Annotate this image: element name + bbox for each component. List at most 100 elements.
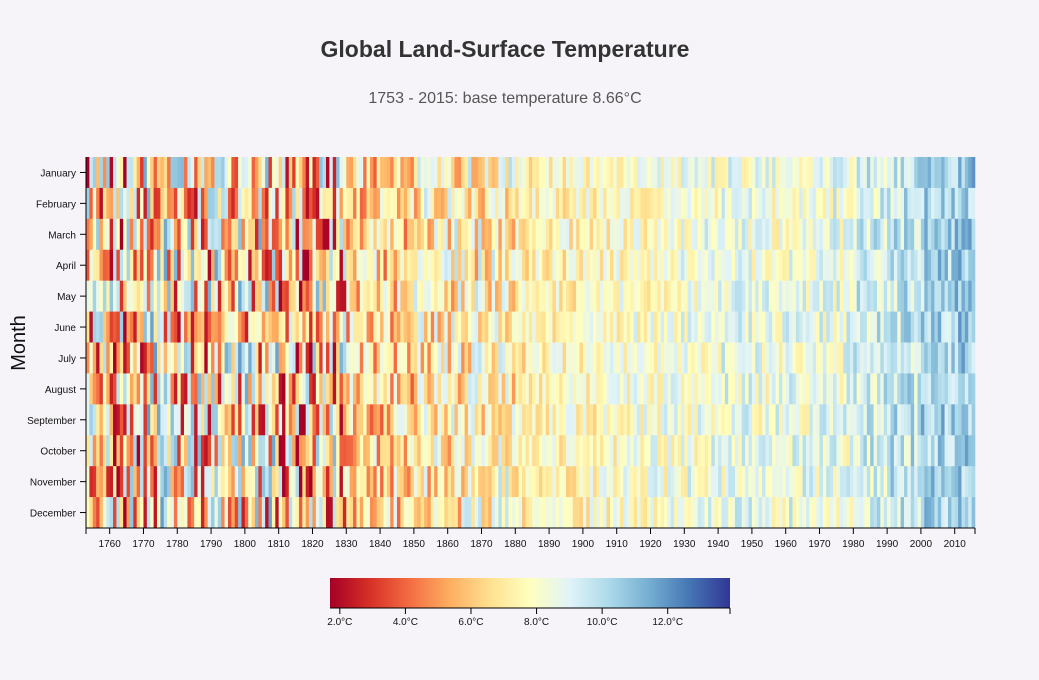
heatmap-cell — [799, 466, 803, 498]
heatmap-cell — [200, 187, 205, 220]
heatmap-cell — [275, 280, 279, 312]
heatmap-cell — [336, 218, 340, 251]
heatmap-cell — [305, 342, 310, 374]
heatmap-cell — [559, 249, 563, 281]
heatmap-cell — [792, 187, 797, 220]
heatmap-cell — [457, 249, 462, 281]
heatmap-cell — [606, 187, 611, 220]
heatmap-cell — [528, 157, 533, 189]
heatmap-cell — [849, 466, 854, 498]
heatmap-cell — [745, 249, 749, 281]
heatmap-cell — [724, 404, 729, 436]
heatmap-cell — [380, 187, 384, 220]
heatmap-cell — [356, 218, 361, 251]
heatmap-cell — [650, 435, 655, 467]
heatmap-cell — [579, 404, 584, 436]
heatmap-cell — [762, 404, 766, 436]
heatmap-cell — [643, 311, 648, 343]
heatmap-cell — [89, 218, 94, 251]
heatmap-cell — [887, 404, 891, 436]
heatmap-cell — [167, 342, 171, 374]
heatmap-cell — [944, 435, 949, 467]
heatmap-cell — [555, 280, 560, 312]
heatmap-cell — [917, 466, 922, 498]
heatmap-cell — [393, 187, 398, 220]
heatmap-cell — [244, 404, 249, 436]
heatmap-cell — [755, 280, 759, 312]
heatmap-cell — [129, 187, 134, 220]
heatmap-cell — [914, 466, 918, 498]
heatmap-cell — [728, 249, 732, 281]
heatmap-cell — [809, 249, 814, 281]
heatmap-cell — [511, 373, 516, 405]
heatmap-cell — [197, 342, 202, 374]
heatmap-cell — [508, 157, 513, 189]
heatmap-cell — [153, 280, 158, 312]
heatmap-cell — [596, 373, 601, 405]
heatmap-cell — [119, 435, 124, 467]
heatmap-cell — [376, 404, 381, 436]
heatmap-cell — [515, 373, 519, 405]
heatmap-cell — [140, 435, 144, 467]
heatmap-cell — [785, 435, 790, 467]
heatmap-cell — [332, 466, 337, 498]
heatmap-cell — [106, 466, 110, 498]
heatmap-cell — [444, 249, 448, 281]
heatmap-cell — [329, 218, 334, 251]
heatmap-cell — [741, 373, 746, 405]
heatmap-cell — [329, 157, 334, 189]
heatmap-cell — [99, 187, 104, 220]
heatmap-cell — [593, 404, 597, 436]
heatmap-cell — [248, 218, 252, 251]
heatmap-cell — [535, 187, 540, 220]
heatmap-cell — [792, 249, 797, 281]
heatmap-cell — [714, 466, 719, 498]
heatmap-cell — [467, 280, 472, 312]
heatmap-cell — [298, 218, 303, 251]
heatmap-cell — [866, 218, 871, 251]
heatmap-cell — [576, 249, 580, 281]
heatmap-cell — [893, 157, 898, 189]
heatmap-cell — [576, 466, 580, 498]
heatmap-cell — [156, 373, 161, 405]
heatmap-cell — [731, 497, 736, 529]
heatmap-cell — [444, 435, 448, 467]
heatmap-cell — [251, 342, 256, 374]
heatmap-cell — [937, 249, 942, 281]
heatmap-cell — [640, 373, 645, 405]
heatmap-cell — [407, 342, 411, 374]
heatmap-cell — [833, 218, 837, 251]
heatmap-cell — [775, 404, 780, 436]
heatmap-cell — [106, 404, 110, 436]
heatmap-cell — [670, 342, 675, 374]
heatmap-cell — [119, 218, 124, 251]
heatmap-cell — [599, 157, 604, 189]
heatmap-cell — [129, 404, 134, 436]
heatmap-cell — [353, 373, 357, 405]
heatmap-cell — [156, 311, 161, 343]
heatmap-cell — [596, 280, 601, 312]
heatmap-cell — [866, 280, 871, 312]
heatmap-cell — [123, 187, 127, 220]
heatmap-cell — [184, 404, 188, 436]
heatmap-cell — [765, 157, 770, 189]
x-tick-label: 1900 — [572, 539, 595, 550]
heatmap-cell — [255, 311, 259, 343]
heatmap-cell — [275, 466, 279, 498]
heatmap-cell — [735, 218, 739, 251]
heatmap-cell — [694, 218, 699, 251]
heatmap-cell — [143, 373, 148, 405]
heatmap-cell — [816, 404, 820, 436]
heatmap-cell — [265, 435, 269, 467]
heatmap-cell — [795, 342, 800, 374]
heatmap-cell — [532, 157, 536, 189]
heatmap-cell — [549, 466, 553, 498]
heatmap-cell — [643, 249, 648, 281]
heatmap-cell — [927, 373, 932, 405]
heatmap-cell — [505, 218, 509, 251]
heatmap-cell — [582, 497, 587, 529]
heatmap-cell — [816, 157, 820, 189]
heatmap-cell — [353, 218, 357, 251]
heatmap-cell — [555, 249, 560, 281]
heatmap-cell — [383, 466, 388, 498]
